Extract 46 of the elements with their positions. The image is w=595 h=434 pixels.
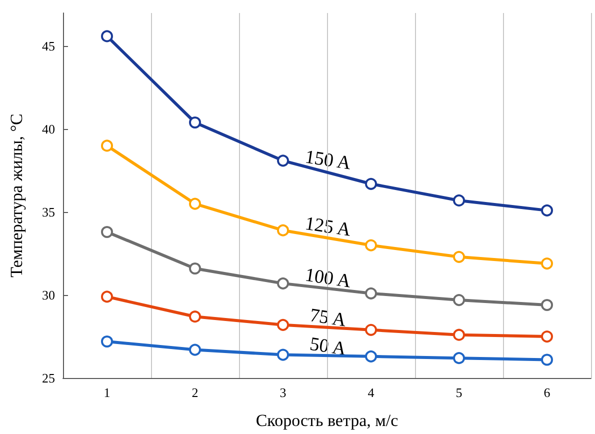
annotation: 150 A — [304, 146, 352, 174]
point — [365, 178, 377, 190]
point — [101, 30, 113, 42]
point — [189, 116, 201, 128]
x-tick-label: 6 — [544, 385, 551, 400]
y-tick-label: 35 — [42, 204, 55, 220]
point — [189, 310, 201, 323]
x-tick-label: 4 — [368, 385, 375, 400]
y-tick-label: 45 — [42, 38, 55, 54]
y-tick-label: 25 — [42, 370, 55, 386]
x-tick-label: 1 — [104, 385, 110, 400]
point — [365, 239, 377, 252]
annotation: 100 A — [304, 264, 352, 292]
point — [365, 324, 377, 336]
point — [101, 226, 113, 238]
point — [541, 354, 553, 366]
point — [365, 287, 377, 300]
point — [365, 350, 377, 362]
y-axis-title: Температура жилы, °С — [7, 114, 26, 278]
point — [453, 352, 465, 364]
point — [541, 204, 553, 216]
point — [189, 198, 201, 210]
point — [101, 140, 113, 152]
point — [453, 294, 465, 306]
point — [277, 224, 289, 236]
point — [101, 336, 113, 348]
point — [453, 194, 465, 206]
point — [277, 277, 289, 290]
point — [453, 328, 465, 341]
x-tick-label: 2 — [192, 385, 198, 400]
x-axis-title: Скорость ветра, м/с — [256, 411, 399, 430]
point — [541, 299, 553, 311]
point — [277, 318, 289, 331]
point — [277, 348, 289, 361]
point — [189, 344, 201, 356]
y-tick-label: 40 — [42, 122, 55, 137]
point — [453, 250, 465, 263]
point — [541, 258, 553, 270]
y-tick-label: 30 — [42, 288, 55, 303]
point — [189, 262, 201, 274]
annotation: 125 A — [304, 213, 352, 241]
x-tick-label: 3 — [280, 385, 286, 400]
point — [277, 154, 289, 167]
point — [541, 330, 553, 343]
x-tick-label: 5 — [456, 385, 462, 400]
point — [101, 290, 113, 303]
